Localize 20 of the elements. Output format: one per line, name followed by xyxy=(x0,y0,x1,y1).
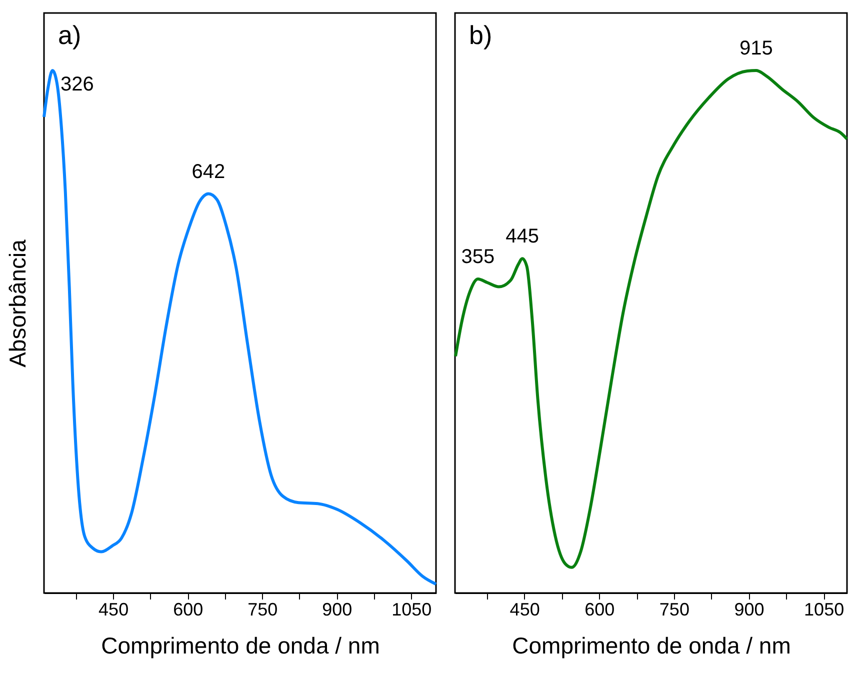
x-tick-label: 450 xyxy=(98,600,129,620)
annotation: 445 xyxy=(506,226,540,248)
annotation: 642 xyxy=(192,160,226,183)
chart-title: b) xyxy=(469,20,492,50)
annotation: 326 xyxy=(60,73,94,96)
annotation: 915 xyxy=(740,37,773,60)
y-axis-title: Absorbância xyxy=(4,239,30,368)
x-tick-label: 600 xyxy=(584,600,615,620)
x-tick-label: 900 xyxy=(322,600,352,620)
x-tick-label: 900 xyxy=(734,600,764,620)
x-tick-label: 450 xyxy=(510,600,540,620)
x-tick-label: 750 xyxy=(248,600,278,620)
x-tick-label: 600 xyxy=(173,600,204,620)
chart-title: a) xyxy=(58,20,82,50)
x-tick-label: 1050 xyxy=(804,600,844,620)
x-axis-title: Comprimento de onda / nm xyxy=(101,632,380,658)
x-axis-title: Comprimento de onda / nm xyxy=(512,632,791,658)
x-tick-label: 1050 xyxy=(392,600,432,620)
annotation: 355 xyxy=(461,246,495,268)
x-tick-label: 750 xyxy=(659,600,690,620)
